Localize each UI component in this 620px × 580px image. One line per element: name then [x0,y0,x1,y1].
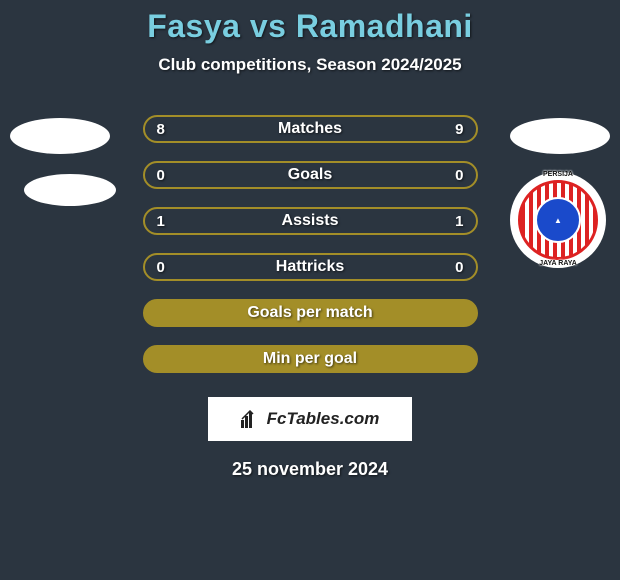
stat-left-value: 0 [157,167,187,184]
page-title: Fasya vs Ramadhani [147,8,473,45]
stat-left-value: 8 [157,121,187,138]
stat-row-matches: 8 Matches 9 [143,115,478,143]
stat-row-assists: 1 Assists 1 [143,207,478,235]
stat-row-min-per-goal: Min per goal [143,345,478,373]
stat-right-value: 9 [434,121,464,138]
date-text: 25 november 2024 [232,459,388,480]
stat-label: Goals [288,166,332,184]
fctables-link[interactable]: FcTables.com [208,397,412,441]
fctables-text: FcTables.com [267,409,380,429]
stat-left-value: 1 [157,213,187,230]
stat-label: Hattricks [276,258,344,276]
subtitle-text: Club competitions, Season 2024/2025 [158,55,461,75]
stat-label: Matches [278,120,342,138]
stat-row-hattricks: 0 Hattricks 0 [143,253,478,281]
stat-label: Goals per match [145,304,476,322]
stat-left-value: 0 [157,259,187,276]
stat-right-value: 0 [434,259,464,276]
stat-row-goals: 0 Goals 0 [143,161,478,189]
stat-right-value: 1 [434,213,464,230]
stat-label: Assists [282,212,339,230]
stats-area: 8 Matches 9 0 Goals 0 1 Assists 1 0 Hatt… [0,115,620,391]
stat-row-goals-per-match: Goals per match [143,299,478,327]
stat-label: Min per goal [145,350,476,368]
stat-right-value: 0 [434,167,464,184]
infographic-container: Fasya vs Ramadhani Club competitions, Se… [0,0,620,480]
bar-chart-icon [241,410,261,428]
